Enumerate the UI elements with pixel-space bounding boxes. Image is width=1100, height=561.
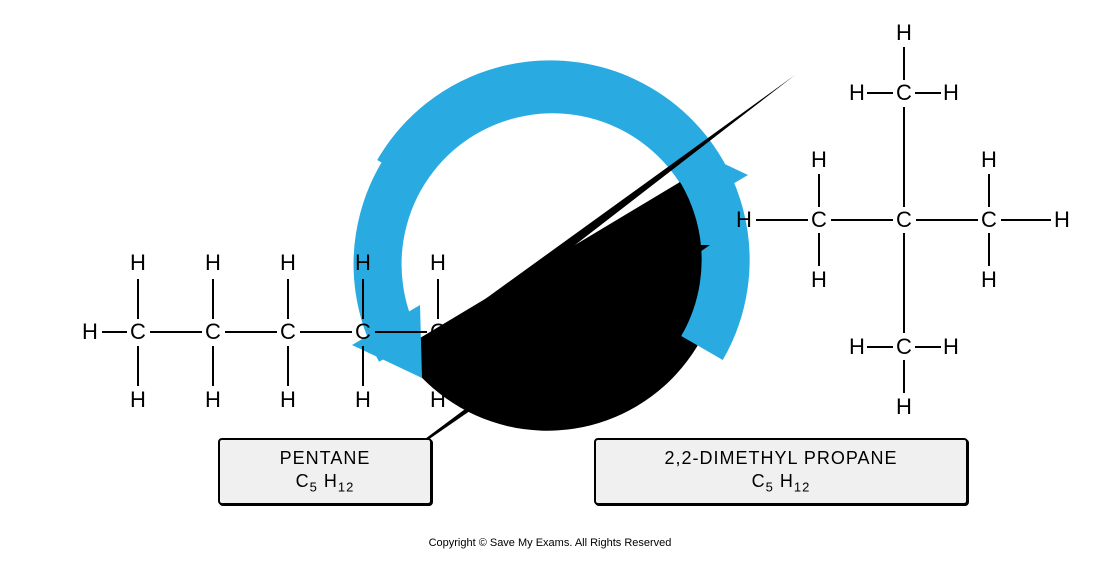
atom-h: H [430, 250, 446, 276]
bond [756, 219, 808, 221]
atom-h: H [811, 147, 827, 173]
bond [137, 279, 139, 319]
atom-c: C [280, 319, 296, 345]
bond [903, 107, 905, 207]
bond [102, 331, 127, 333]
atom-h: H [943, 334, 959, 360]
dimethylpropane-formula: C5 H12 [612, 471, 950, 495]
atom-h: H [896, 20, 912, 46]
bond [818, 233, 820, 266]
atom-c: C [896, 207, 912, 233]
bond [903, 47, 905, 80]
atom-c: C [811, 207, 827, 233]
bond [988, 233, 990, 266]
atom-c: C [981, 207, 997, 233]
atom-h: H [981, 147, 997, 173]
atom-c: C [205, 319, 221, 345]
atom-c: C [896, 80, 912, 106]
copyright-text: Copyright © Save My Exams. All Rights Re… [0, 537, 1100, 549]
bond [988, 174, 990, 207]
atom-h: H [430, 387, 446, 413]
bond [437, 279, 439, 319]
bond [287, 279, 289, 319]
atom-c: C [355, 319, 371, 345]
bond [150, 331, 202, 333]
bond [449, 331, 474, 333]
bond [818, 174, 820, 207]
bond [362, 346, 364, 386]
bond [362, 279, 364, 319]
bond [287, 346, 289, 386]
bond [212, 346, 214, 386]
bond [903, 233, 905, 333]
bond [916, 219, 978, 221]
bond [903, 360, 905, 393]
atom-h: H [981, 267, 997, 293]
atom-c: C [130, 319, 146, 345]
bond [300, 331, 352, 333]
bond [1001, 219, 1051, 221]
atom-c: C [896, 334, 912, 360]
bond [867, 346, 893, 348]
pentane-name: PENTANE [236, 448, 414, 469]
bond [212, 279, 214, 319]
atom-h: H [736, 207, 752, 233]
atom-h: H [82, 319, 98, 345]
atom-h: H [896, 394, 912, 420]
atom-h: H [205, 250, 221, 276]
atom-h: H [355, 387, 371, 413]
atom-c: C [430, 319, 446, 345]
dimethylpropane-name: 2,2-DIMETHYL PROPANE [612, 448, 950, 469]
atom-h: H [280, 250, 296, 276]
atom-h: H [1054, 207, 1070, 233]
atom-h: H [130, 387, 146, 413]
bond [225, 331, 277, 333]
pentane-formula: C5 H12 [236, 471, 414, 495]
atom-h: H [811, 267, 827, 293]
atom-h: H [943, 80, 959, 106]
bond [437, 346, 439, 386]
bond [915, 92, 941, 94]
bond [375, 331, 427, 333]
bond [867, 92, 893, 94]
atom-h: H [478, 319, 494, 345]
atom-h: H [849, 80, 865, 106]
bond [831, 219, 893, 221]
atom-h: H [849, 334, 865, 360]
atom-h: H [130, 250, 146, 276]
bond [137, 346, 139, 386]
diagram-canvas: H C H H C H H C H H C H H C H H [0, 0, 1100, 561]
atom-h: H [205, 387, 221, 413]
atom-h: H [280, 387, 296, 413]
pentane-label-box: PENTANE C5 H12 [218, 438, 432, 505]
dimethylpropane-label-box: 2,2-DIMETHYL PROPANE C5 H12 [594, 438, 968, 505]
bond [915, 346, 941, 348]
atom-h: H [355, 250, 371, 276]
